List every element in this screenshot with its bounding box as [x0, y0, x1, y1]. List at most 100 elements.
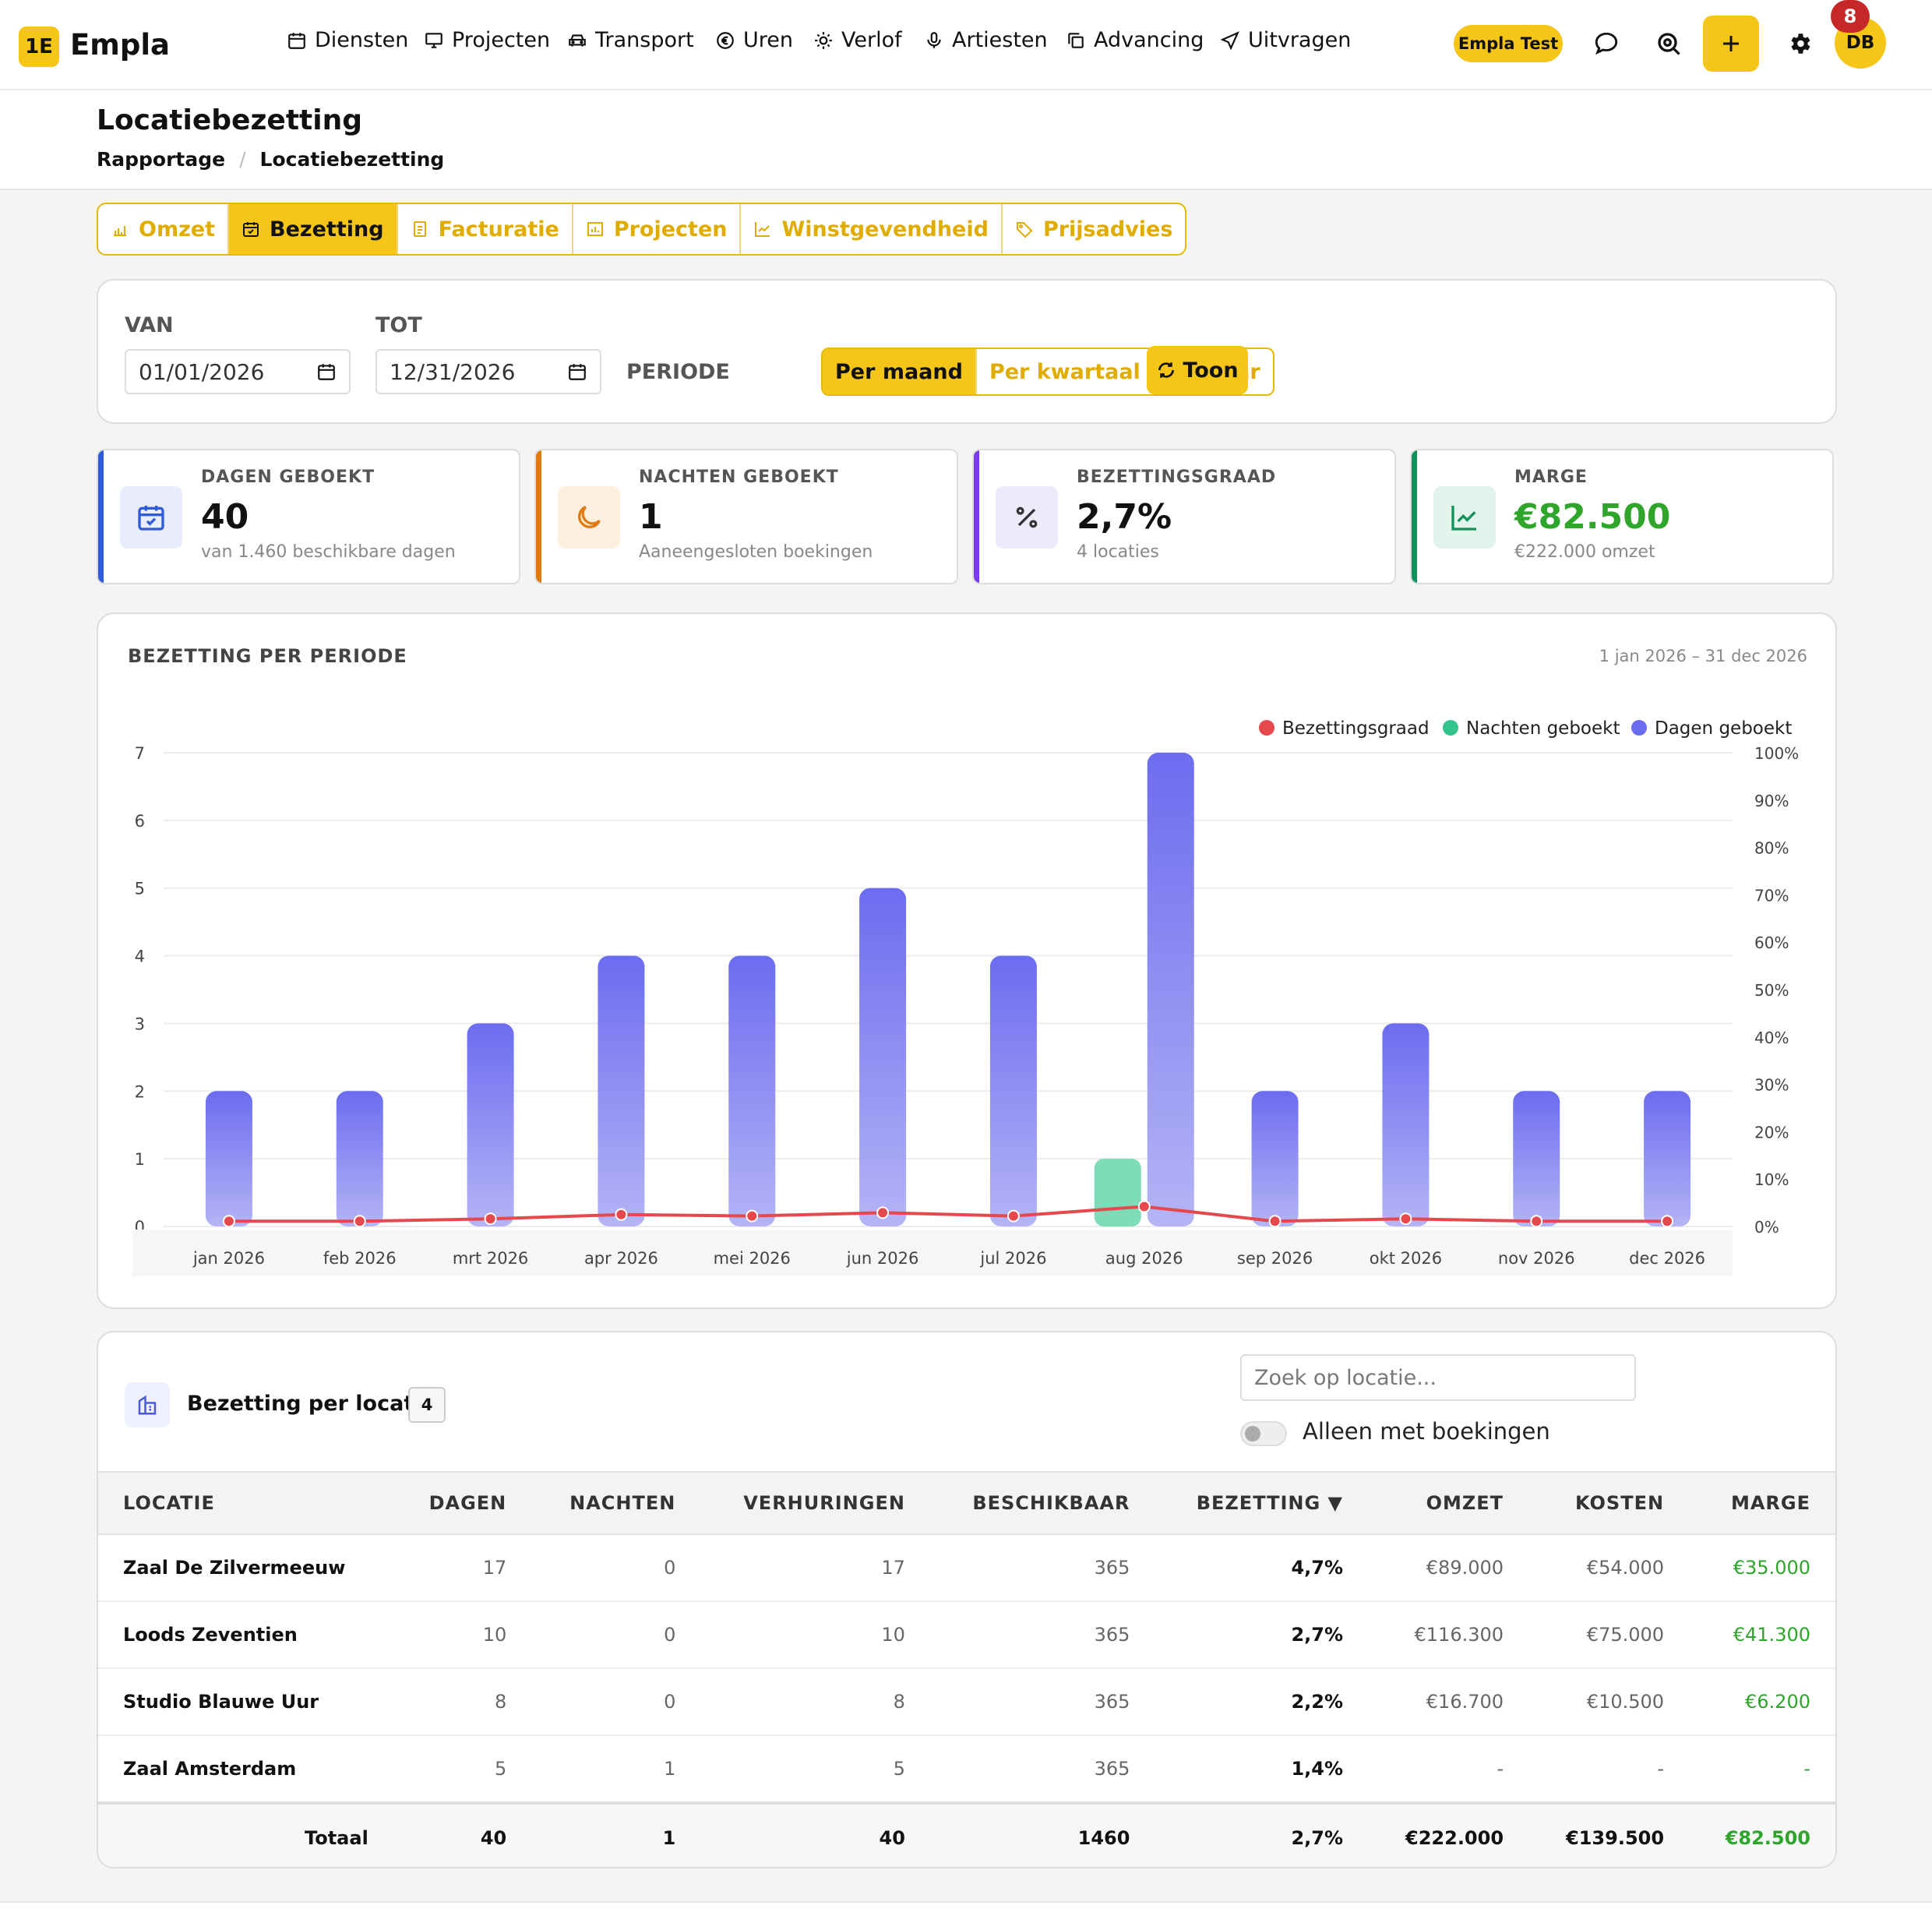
cell-beschikbaar: 365 — [929, 1601, 1155, 1669]
chat-icon[interactable] — [1589, 26, 1624, 61]
total-verhuringen: 40 — [700, 1801, 930, 1867]
euro-icon — [717, 31, 734, 49]
building-icon — [125, 1382, 170, 1427]
calendar-icon[interactable] — [567, 362, 587, 382]
bar-dagen-geboekt — [1382, 1023, 1430, 1226]
col-header-beschikbaar[interactable]: BESCHIKBAAR — [929, 1471, 1155, 1535]
point-bezettingsgraad — [746, 1209, 759, 1223]
nav-item-uitvragen[interactable]: Uitvragen — [1220, 28, 1351, 52]
calendar-icon[interactable] — [316, 362, 337, 382]
cell-locatie: Loods Zeventien — [98, 1601, 393, 1669]
tab-omzet[interactable]: Omzet — [98, 204, 230, 254]
point-bezettingsgraad — [1007, 1209, 1020, 1223]
bar-dagen-geboekt — [336, 1091, 383, 1226]
col-header-locatie[interactable]: LOCATIE — [98, 1471, 393, 1535]
periode-label: PERIODE — [626, 360, 730, 384]
nav-item-transport[interactable]: Transport — [567, 28, 694, 52]
cell-beschikbaar: 365 — [929, 1668, 1155, 1736]
tab-projecten[interactable]: Projecten — [573, 204, 742, 254]
total-marge: €82.500 — [1689, 1801, 1835, 1867]
nav-item-uren[interactable]: Uren — [715, 28, 793, 52]
page-title: Locatiebezetting — [97, 104, 362, 136]
microphone-icon — [927, 31, 941, 48]
x-axis-tick-label: jun 2026 — [846, 1249, 919, 1268]
cell-kosten: €54.000 — [1528, 1534, 1690, 1602]
van-label: VAN — [125, 313, 174, 337]
breadcrumb-item-rapportage[interactable]: Rapportage — [97, 148, 226, 171]
legend-label: Bezettingsgraad — [1282, 718, 1430, 739]
cell-verhuringen: 5 — [700, 1735, 930, 1804]
page-header: Locatiebezetting Rapportage / Locatiebez… — [0, 90, 1932, 190]
breadcrumb: Rapportage / Locatiebezetting — [97, 148, 444, 171]
line-bezettingsgraad — [228, 1205, 1668, 1223]
y2-axis-tick-label: 40% — [1754, 1029, 1789, 1047]
tab-prijsadvies[interactable]: Prijsadvies — [1003, 204, 1185, 254]
nav-item-diensten[interactable]: Diensten — [287, 28, 408, 52]
x-axis-tick-label: aug 2026 — [1105, 1249, 1183, 1268]
y2-axis-tick-label: 70% — [1754, 886, 1789, 905]
app-name[interactable]: Empla — [70, 28, 170, 62]
cell-dagen: 17 — [393, 1534, 532, 1602]
col-header-nachten[interactable]: NACHTEN — [531, 1471, 701, 1535]
tot-date-input[interactable]: 12/31/2026 — [375, 349, 601, 394]
cell-beschikbaar: 365 — [929, 1534, 1155, 1602]
table-header-row: LOCATIE DAGEN NACHTEN VERHURINGEN BESCHI… — [98, 1471, 1835, 1535]
gear-icon[interactable] — [1782, 26, 1817, 61]
nav-label: Uren — [743, 28, 793, 52]
periode-option-maand[interactable]: Per maand — [823, 349, 977, 394]
search-icon[interactable] — [1652, 26, 1686, 61]
building-chart-icon — [587, 222, 603, 236]
stat-card-bezettingsgraad: BEZETTINGSGRAAD 2,7% 4 locaties — [972, 449, 1396, 584]
nav-item-advancing[interactable]: Advancing — [1066, 28, 1204, 52]
logo-badge[interactable]: 1E — [19, 26, 59, 67]
van-date-value: 01/01/2026 — [139, 358, 265, 385]
van-date-input[interactable]: 01/01/2026 — [125, 349, 351, 394]
tab-bezetting[interactable]: Bezetting — [229, 204, 398, 254]
tag-icon — [1016, 222, 1033, 238]
periode-option-kwartaal[interactable]: Per kwartaal — [977, 349, 1155, 394]
col-header-omzet[interactable]: OMZET — [1368, 1471, 1529, 1535]
location-count-badge: 4 — [408, 1387, 446, 1423]
table-row[interactable]: Zaal Amsterdam 5 1 5 365 1,4% - - - — [98, 1735, 1835, 1804]
x-axis-tick-label: apr 2026 — [584, 1249, 658, 1268]
car-icon — [569, 34, 586, 47]
col-header-bezetting[interactable]: BEZETTING ▼ — [1155, 1471, 1369, 1535]
bar-dagen-geboekt — [205, 1091, 252, 1226]
nav-item-verlof[interactable]: Verlof — [813, 28, 902, 52]
breadcrumb-separator: / — [239, 148, 246, 171]
bar-dagen-geboekt — [1251, 1091, 1299, 1226]
col-header-verhuringen[interactable]: VERHURINGEN — [700, 1471, 930, 1535]
y-axis-tick-label: 7 — [135, 744, 145, 763]
nav-item-projecten[interactable]: Projecten — [424, 28, 550, 52]
tab-winstgevendheid[interactable]: Winstgevendheid — [741, 204, 1003, 254]
col-header-marge[interactable]: MARGE — [1689, 1471, 1835, 1535]
breadcrumb-item-current: Locatiebezetting — [259, 148, 445, 171]
tab-facturatie[interactable]: Facturatie — [398, 204, 573, 254]
toon-label: Toon — [1183, 358, 1239, 383]
point-bezettingsgraad — [876, 1206, 890, 1219]
table-title: Bezetting per locatie — [187, 1392, 435, 1416]
table-row[interactable]: Loods Zeventien 10 0 10 365 2,7% €116.30… — [98, 1601, 1835, 1669]
add-button[interactable] — [1703, 16, 1759, 72]
stat-accent-bar — [974, 450, 979, 583]
y-axis-tick-label: 4 — [135, 947, 145, 966]
notification-badge[interactable]: 8 — [1831, 0, 1870, 33]
send-icon — [1220, 30, 1239, 50]
col-header-dagen[interactable]: DAGEN — [393, 1471, 532, 1535]
cell-kosten: - — [1528, 1735, 1690, 1804]
y-axis-tick-label: 5 — [135, 880, 145, 898]
col-header-kosten[interactable]: KOSTEN — [1528, 1471, 1690, 1535]
toon-button[interactable]: Toon — [1147, 346, 1248, 394]
x-axis-tick-label: feb 2026 — [323, 1249, 397, 1268]
table-row[interactable]: Zaal De Zilvermeeuw 17 0 17 365 4,7% €89… — [98, 1534, 1835, 1602]
location-search-input[interactable] — [1240, 1354, 1636, 1401]
account-switcher[interactable]: Empla Test — [1454, 25, 1563, 62]
only-with-bookings-toggle[interactable] — [1240, 1421, 1287, 1446]
bar-dagen-geboekt — [989, 955, 1037, 1226]
table-row[interactable]: Studio Blauwe Uur 8 0 8 365 2,2% €16.700… — [98, 1668, 1835, 1736]
cell-bezetting: 4,7% — [1155, 1534, 1369, 1602]
bar-dagen-geboekt — [598, 955, 645, 1226]
y2-axis-tick-label: 50% — [1754, 981, 1789, 1000]
nav-item-artiesten[interactable]: Artiesten — [924, 28, 1048, 52]
cell-omzet: €16.700 — [1368, 1668, 1529, 1736]
